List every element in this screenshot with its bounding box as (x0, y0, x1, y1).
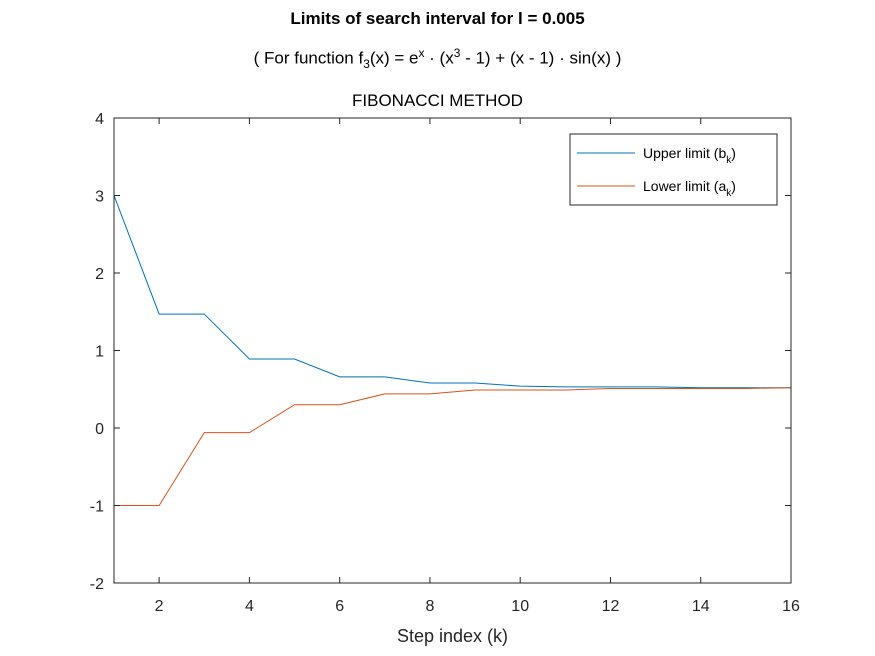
x-tick-label: 4 (245, 598, 254, 615)
legend-box (569, 133, 778, 206)
x-tick-label: 16 (782, 598, 800, 615)
y-tick-label: 1 (95, 344, 104, 361)
series-line-1 (113, 195, 791, 389)
y-tick-label: 3 (95, 189, 104, 206)
subtitle-suffix: - 1) + (x - 1) · sin(x) ) (460, 48, 622, 68)
chart-title: Limits of search interval for l = 0.005 (290, 9, 585, 28)
subtitle-mid2: · (x (424, 48, 454, 68)
y-tick-label: 0 (95, 421, 104, 438)
x-tick-label: 10 (511, 598, 529, 615)
x-tick-label: 14 (692, 598, 710, 615)
y-tick-label: 2 (95, 266, 104, 283)
legend-label-2: Lower limit (ak) (643, 178, 736, 199)
x-tick-label: 2 (155, 598, 164, 615)
y-tick-label: -2 (90, 576, 104, 593)
subtitle-e-superscript: x (418, 46, 425, 60)
chart-method-title: FIBONACCI METHOD (352, 91, 523, 110)
legend-label-1: Upper limit (bk) (643, 145, 736, 166)
chart-subtitle: ( For function f3(x) = ex · (x3 - 1) + (… (0, 46, 875, 71)
series-layer (113, 195, 792, 506)
series-line-2 (114, 387, 792, 506)
x-tick-label: 6 (335, 598, 344, 615)
y-tick-label: -1 (90, 499, 104, 516)
subtitle-f-subscript: 3 (363, 57, 370, 72)
legend: Upper limit (bk) Lower limit (ak) (569, 133, 778, 206)
x-tick-label: 12 (602, 598, 620, 615)
subtitle-prefix: ( For function f (253, 48, 364, 68)
x-tick-label: 8 (425, 598, 434, 615)
subtitle-mid1: (x) = e (369, 48, 419, 68)
x-axis-label: Step index (k) (397, 626, 508, 646)
y-tick-label: 4 (95, 111, 104, 128)
subtitle-x-superscript: 3 (453, 46, 461, 60)
